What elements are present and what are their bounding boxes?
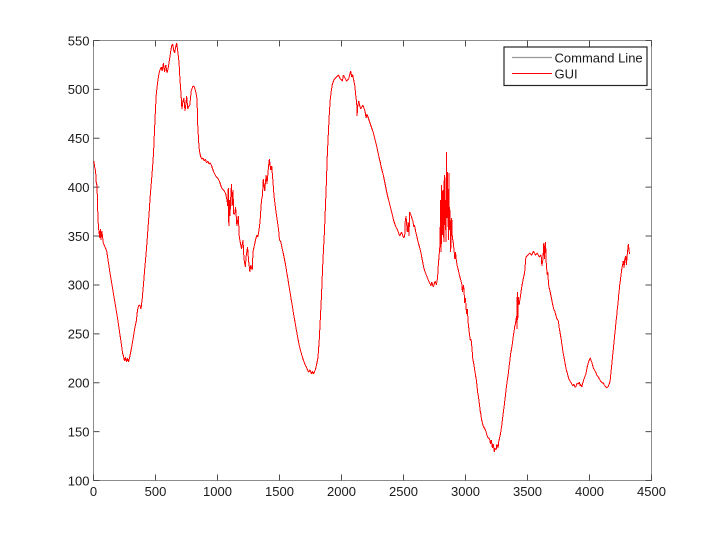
svg-text:0: 0 <box>90 484 97 499</box>
svg-text:200: 200 <box>68 376 90 391</box>
svg-text:400: 400 <box>68 180 90 195</box>
svg-text:150: 150 <box>68 424 90 439</box>
svg-text:250: 250 <box>68 327 90 342</box>
svg-text:500: 500 <box>145 484 167 499</box>
svg-text:450: 450 <box>68 131 90 146</box>
svg-text:1500: 1500 <box>265 484 294 499</box>
svg-text:2500: 2500 <box>389 484 418 499</box>
svg-text:300: 300 <box>68 278 90 293</box>
svg-text:3500: 3500 <box>513 484 542 499</box>
svg-text:GUI: GUI <box>555 66 578 81</box>
svg-text:550: 550 <box>68 33 90 48</box>
svg-text:4500: 4500 <box>637 484 666 499</box>
svg-text:3000: 3000 <box>451 484 480 499</box>
svg-text:Command Line: Command Line <box>555 51 643 66</box>
svg-text:350: 350 <box>68 229 90 244</box>
svg-text:4000: 4000 <box>575 484 604 499</box>
svg-text:2000: 2000 <box>327 484 356 499</box>
svg-text:100: 100 <box>68 473 90 488</box>
svg-text:500: 500 <box>68 82 90 97</box>
svg-text:1000: 1000 <box>203 484 232 499</box>
